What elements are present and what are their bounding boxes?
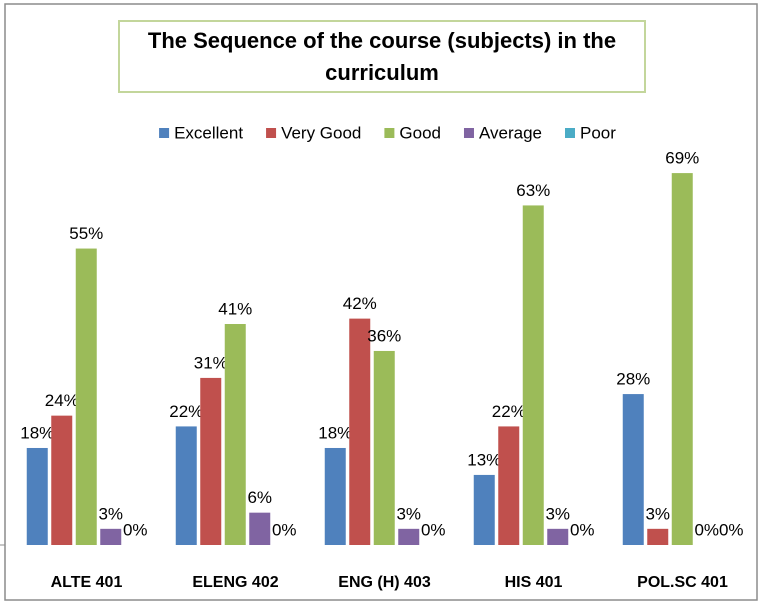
legend-label: Very Good: [281, 123, 361, 142]
data-label: 13%: [467, 450, 501, 469]
bar: [522, 205, 544, 545]
data-label: 3%: [545, 504, 570, 523]
bar: [373, 350, 395, 545]
x-tick-label: POL.SC 401: [637, 574, 728, 591]
legend-swatch: [463, 128, 474, 138]
data-label: 18%: [318, 423, 352, 442]
bar: [349, 318, 371, 545]
data-label: 22%: [492, 402, 526, 421]
bar: [622, 394, 644, 545]
legend-swatch: [384, 128, 395, 138]
data-label: 3%: [98, 504, 123, 523]
x-tick-label: ALTE 401: [51, 574, 123, 591]
data-label: 22%: [169, 402, 203, 421]
data-label: 6%: [247, 488, 272, 507]
data-label: 42%: [343, 294, 377, 313]
x-tick-label: ENG (H) 403: [338, 574, 431, 591]
bar: [26, 447, 48, 545]
bar: [398, 528, 420, 545]
legend-label: Poor: [580, 123, 616, 142]
legend-label: Average: [479, 123, 542, 142]
bar: [249, 512, 271, 545]
data-label: 55%: [69, 224, 103, 243]
data-label: 0%: [123, 520, 148, 539]
x-tick-label: HIS 401: [505, 574, 563, 591]
data-label: 3%: [396, 504, 421, 523]
bar: [647, 528, 669, 545]
legend-swatch: [266, 128, 277, 138]
data-label: 0%: [421, 520, 446, 539]
data-label: 63%: [516, 181, 550, 200]
bar: [473, 474, 495, 545]
legend-label: Good: [399, 123, 441, 142]
bar: [324, 447, 346, 545]
bar: [547, 528, 569, 545]
bar: [175, 426, 197, 545]
data-label: 0%: [570, 520, 595, 539]
bar: [200, 377, 222, 545]
chart-title: The Sequence of the course (subjects) in…: [118, 20, 646, 93]
data-label: 69%: [665, 149, 699, 168]
bar: [75, 248, 97, 546]
data-label: 31%: [194, 353, 228, 372]
data-label: 41%: [218, 299, 252, 318]
x-tick-label: ELENG 402: [192, 574, 278, 591]
data-label: 3%: [645, 504, 670, 523]
legend-swatch: [159, 128, 170, 138]
bar: [51, 415, 73, 545]
bar: [224, 324, 246, 545]
bar: [100, 528, 122, 545]
data-label: 36%: [367, 326, 401, 345]
bar: [671, 173, 693, 545]
legend-swatch: [565, 128, 575, 138]
data-label: 0%: [719, 520, 744, 539]
data-label: 18%: [20, 423, 54, 442]
bar: [498, 426, 520, 545]
data-label: 0%: [272, 520, 297, 539]
legend-label: Excellent: [174, 123, 243, 142]
data-label: 28%: [616, 370, 650, 389]
data-label: 0%: [694, 520, 719, 539]
data-label: 24%: [45, 391, 79, 410]
